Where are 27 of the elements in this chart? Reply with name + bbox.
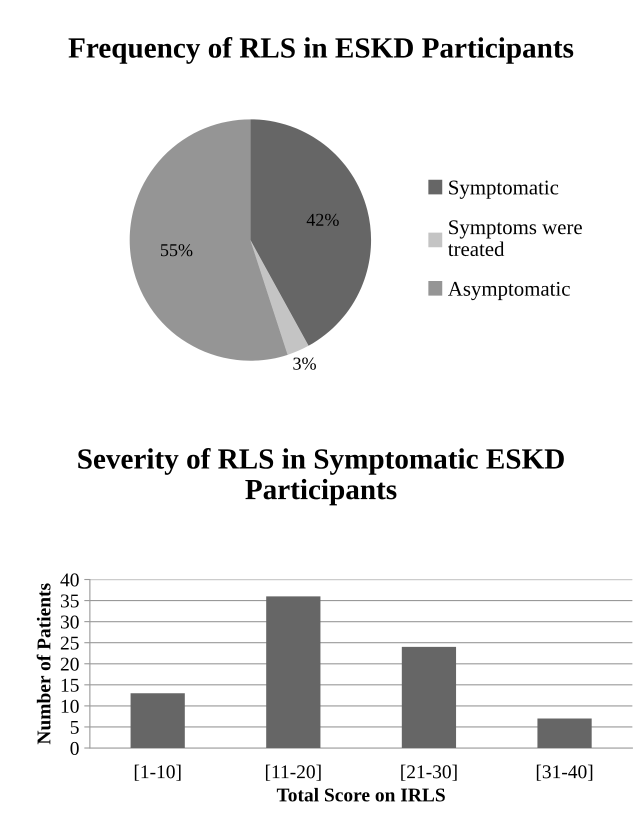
chart-title: Severity of RLS in Symptomatic ESKD Participants (78, 448, 564, 506)
legend-label: Symptomatic (449, 180, 558, 199)
y-tick-label: 40 (60, 573, 79, 586)
data-label: 42% (306, 214, 339, 226)
x-tick-label: [11-20] (266, 764, 321, 781)
data-label: 3% (293, 358, 316, 370)
bar (266, 596, 320, 748)
y-axis-title: Number of Patients (36, 583, 51, 744)
y-tick-label: 10 (62, 700, 79, 713)
bar (537, 718, 592, 748)
x-tick-label: [1-10] (134, 764, 181, 781)
y-tick-label: 5 (70, 720, 79, 734)
legend-label: Symptoms were treated (448, 220, 582, 256)
x-axis-title: Total Score on IRLS (276, 788, 445, 802)
chart-title: Frequency of RLS in ESKD Participants (68, 36, 574, 64)
y-tick-label: 0 (70, 742, 79, 755)
data-label: 55% (160, 244, 192, 256)
bar (402, 646, 456, 748)
y-tick-label: 15 (62, 678, 79, 692)
legend-label: Asymptomatic (448, 282, 570, 300)
bar (130, 693, 185, 748)
x-tick-label: [31-40] (536, 764, 592, 781)
y-tick-label: 25 (60, 636, 79, 650)
y-tick-label: 35 (60, 594, 79, 608)
x-tick-label: [21-30] (401, 764, 457, 781)
y-tick-label: 20 (60, 658, 79, 671)
y-tick-label: 30 (60, 615, 79, 629)
